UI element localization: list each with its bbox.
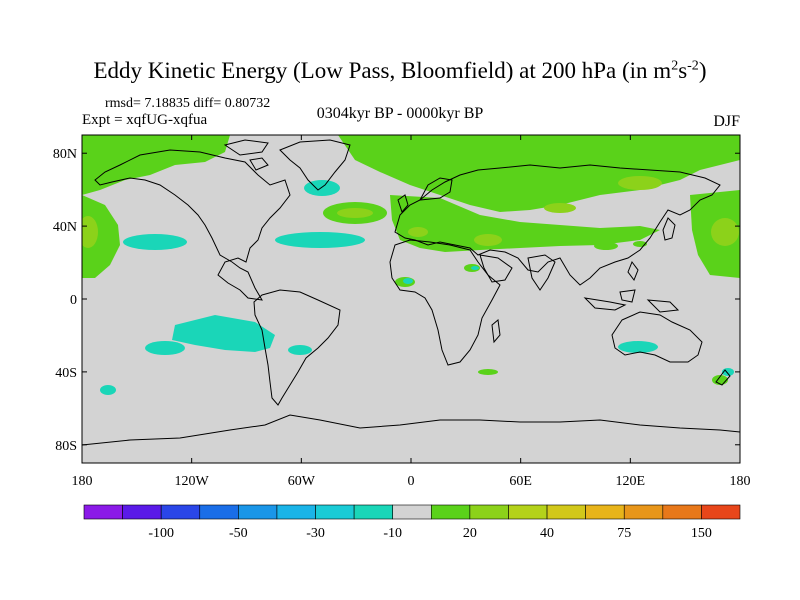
negative-anomaly-region: [304, 180, 340, 196]
experiment-label: Expt = xqfUG-xqfua: [82, 112, 208, 128]
strong-positive-anomaly: [618, 176, 662, 190]
colorbar-swatch: [199, 504, 239, 520]
longitude-tick-label: 180: [72, 474, 93, 489]
colorbar: -100 -50 -30 -10 20 40 75 150: [83, 504, 741, 541]
colorbar-swatch: [508, 504, 548, 520]
colorbar-label: 40: [540, 526, 554, 541]
coastline-arctic-islands: [249, 157, 269, 171]
latitude-tick-label: 80N: [53, 147, 77, 162]
coastline-philippines: [627, 260, 639, 282]
colorbar-swatch: [430, 504, 471, 520]
stats-label: rmsd= 7.18835 diff= 0.80732: [105, 96, 271, 111]
strong-positive-anomaly: [544, 203, 576, 213]
negative-anomaly-region: [275, 232, 365, 248]
colorbar-swatch: [315, 504, 355, 520]
latitude-tick-label: 0: [70, 293, 77, 308]
colorbar-swatch: [276, 504, 316, 520]
longitude-tick-label: 120W: [175, 474, 210, 489]
coastline-indonesia: [619, 289, 636, 303]
colorbar-swatch: [662, 504, 702, 520]
negative-anomaly-region: [123, 234, 187, 250]
coastline-scandinavia: [419, 177, 453, 201]
positive-anomaly-region: [390, 195, 660, 252]
colorbar-swatch: [585, 504, 625, 520]
coastline-arctic-islands: [223, 139, 269, 156]
anomaly-field: [82, 135, 740, 395]
coastline-antarctica: [82, 414, 740, 446]
colorbar-label: 150: [691, 526, 712, 541]
negative-anomaly-region: [471, 266, 479, 270]
strong-positive-anomaly: [337, 208, 373, 218]
longitude-axis: 180 120W 60W 0 60E 120E 180: [72, 135, 751, 489]
negative-anomaly-region: [288, 345, 312, 355]
latitude-tick-label: 40N: [53, 220, 77, 235]
colorbar-swatch: [238, 504, 278, 520]
season-label: DJF: [713, 113, 740, 130]
strong-positive-anomaly: [408, 227, 428, 237]
strong-positive-anomaly: [82, 216, 98, 248]
coastlines: [82, 139, 740, 446]
coastline-australia: [611, 311, 703, 363]
negative-anomaly-region: [403, 278, 413, 284]
negative-anomaly-region: [172, 315, 275, 352]
coastline-britain: [397, 194, 409, 213]
coastline-new-guinea: [646, 299, 680, 313]
coastline-north-america: [94, 149, 291, 301]
coastline-arabia: [479, 254, 513, 283]
colorbar-swatch: [392, 504, 432, 520]
negative-anomaly-region: [100, 385, 116, 395]
coastline-greenland: [279, 139, 351, 191]
colorbar-swatch: [83, 504, 123, 520]
coastline-new-zealand: [715, 369, 731, 386]
coastline-eurasia: [394, 164, 721, 286]
coastline-south-america: [253, 289, 341, 406]
longitude-tick-label: 120E: [616, 474, 646, 489]
colorbar-swatch: [122, 504, 162, 520]
negative-anomaly-region: [618, 341, 658, 353]
colorbar-swatch: [353, 504, 394, 520]
positive-anomaly-region: [594, 242, 618, 250]
positive-anomaly-region: [478, 369, 498, 375]
figure-title: Eddy Kinetic Energy (Low Pass, Bloomfiel…: [93, 58, 707, 83]
latitude-axis: 80N 40N 0 40S 80S: [53, 147, 740, 454]
coastline-india: [527, 254, 556, 291]
longitude-tick-label: 60W: [288, 474, 316, 489]
strong-positive-anomaly: [474, 234, 502, 246]
colorbar-swatch: [546, 504, 586, 520]
colorbar-label: -10: [383, 526, 402, 541]
colorbar-swatch: [623, 504, 664, 520]
longitude-tick-label: 0: [408, 474, 415, 489]
colorbar-swatch: [701, 504, 741, 520]
latitude-tick-label: 40S: [55, 366, 77, 381]
strong-positive-anomaly: [711, 218, 739, 246]
colorbar-swatch: [469, 504, 509, 520]
positive-anomaly-region: [338, 135, 740, 212]
latitude-tick-label: 80S: [55, 439, 77, 454]
colorbar-label: 75: [617, 526, 631, 541]
colorbar-swatch: [160, 504, 201, 520]
negative-anomaly-region: [145, 341, 185, 355]
colorbar-label: -100: [148, 526, 174, 541]
longitude-tick-label: 60E: [509, 474, 532, 489]
period-label: 0304kyr BP - 0000kyr BP: [316, 105, 484, 122]
colorbar-label: -50: [229, 526, 248, 541]
longitude-tick-label: 180: [730, 474, 751, 489]
coastline-africa: [389, 239, 501, 366]
colorbar-label: -30: [306, 526, 325, 541]
positive-anomaly-region: [82, 195, 120, 278]
coastline-japan: [662, 217, 676, 241]
coastline-indonesia: [583, 297, 627, 311]
colorbar-label: 20: [463, 526, 477, 541]
coastline-madagascar: [491, 319, 501, 344]
